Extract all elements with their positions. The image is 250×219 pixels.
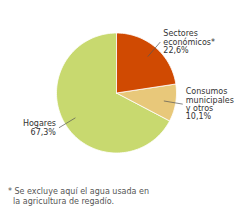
svg-text:Consumosmunicipalesy otros10,1: Consumosmunicipalesy otros10,1%: [186, 87, 234, 121]
svg-text:Hogares67,3%: Hogares67,3%: [23, 119, 56, 136]
html-text:* Se excluye aquí el agua usad: * Se excluye aquí el agua usada en la ag…: [8, 187, 149, 206]
svg-text:Sectoreseconómicos*22,6%: Sectoreseconómicos*22,6%: [163, 29, 215, 55]
